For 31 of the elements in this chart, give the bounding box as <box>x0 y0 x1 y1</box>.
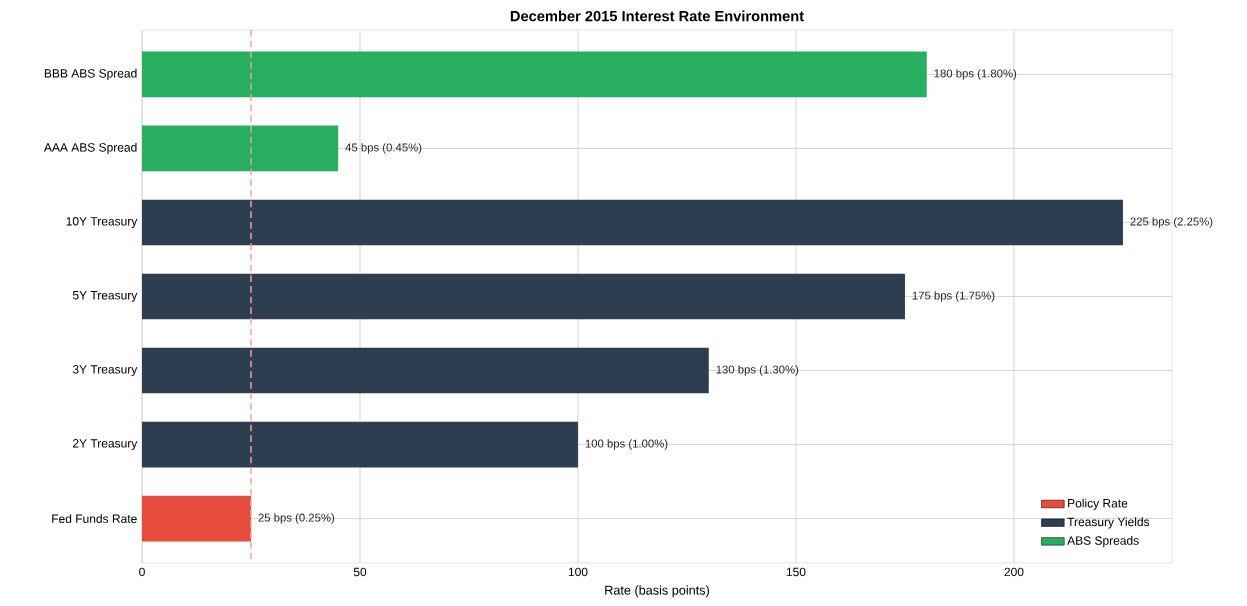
data-label: 180 bps (1.80%) <box>934 69 1017 80</box>
legend-label: ABS Spreads <box>1067 536 1139 548</box>
data-label: 25 bps (0.25%) <box>258 513 335 524</box>
legend-label: Policy Rate <box>1068 498 1128 510</box>
y-tick-label: AAA ABS Spread <box>43 142 137 155</box>
data-label: 130 bps (1.30%) <box>716 365 799 376</box>
bar <box>142 273 905 320</box>
bar <box>142 495 251 542</box>
chart-title: December 2015 Interest Rate Environment <box>510 10 804 22</box>
x-tick-label: 200 <box>1004 567 1024 577</box>
y-tick-label: 3Y Treasury <box>72 365 138 376</box>
y-tick-label: 2Y Treasury <box>73 439 138 450</box>
data-label: 225 bps (2.25%) <box>1130 217 1213 228</box>
y-tick-label: 5Y Treasury <box>72 291 138 302</box>
y-tick-label: Fed Funds Rate <box>52 514 137 523</box>
data-label: 45 bps (0.45%) <box>345 143 422 154</box>
data-label: 100 bps (1.00%) <box>585 439 668 450</box>
x-axis-title: Rate (basis points) <box>605 585 709 598</box>
x-tick-label: 100 <box>568 567 588 577</box>
bar <box>142 51 927 98</box>
bar <box>142 199 1123 246</box>
x-tick-label: 150 <box>786 567 806 577</box>
bar <box>142 347 709 394</box>
bar <box>142 125 339 172</box>
bar <box>142 421 578 468</box>
y-tick-label: BBB ABS Spread <box>44 68 137 81</box>
data-label: 175 bps (1.75%) <box>912 291 995 302</box>
y-tick-label: 10Y Treasury <box>66 217 138 228</box>
x-tick-label: 50 <box>353 567 367 577</box>
x-tick-label: 0 <box>139 567 145 577</box>
legend-label: Treasury Yields <box>1067 517 1150 529</box>
